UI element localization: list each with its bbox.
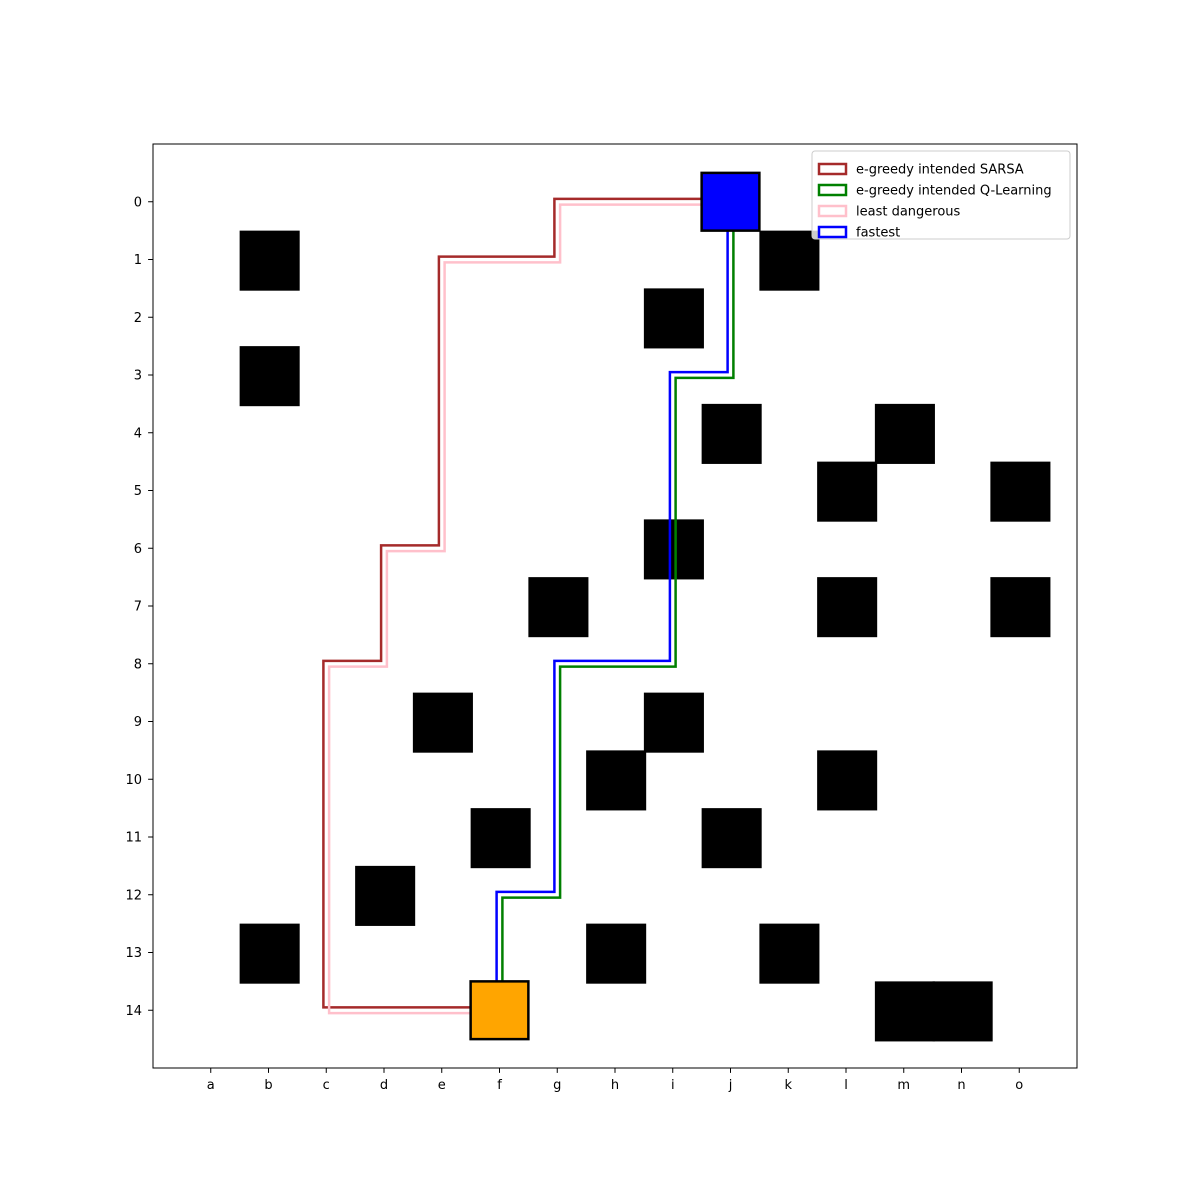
y-tick-label-13: 13	[125, 946, 142, 961]
y-tick-label-8: 8	[134, 657, 142, 672]
legend-swatch-0	[817, 162, 848, 176]
obstacle-cell-1	[759, 230, 820, 291]
obstacle-cell-2	[643, 288, 704, 349]
x-tick-label-h: h	[611, 1078, 619, 1093]
y-tick-label-9: 9	[134, 715, 142, 730]
legend-swatch-2	[817, 204, 848, 218]
obstacles-layer	[239, 230, 1051, 1042]
obstacle-cell-18	[355, 865, 416, 926]
y-tick-label-14: 14	[125, 1004, 142, 1019]
legend-label-3: fastest	[856, 226, 900, 241]
obstacle-cell-10	[817, 577, 878, 638]
obstacle-cell-14	[586, 750, 647, 811]
legend: e-greedy intended SARSA e-greedy intended…	[811, 150, 1071, 241]
x-tick-label-d: d	[380, 1078, 388, 1093]
obstacle-cell-16	[470, 808, 531, 869]
x-tick-label-f: f	[497, 1078, 502, 1093]
x-tick-label-a: a	[207, 1078, 215, 1093]
plot-area	[152, 143, 1078, 1069]
x-tick-label-c: c	[323, 1078, 330, 1093]
obstacle-cell-7	[990, 461, 1051, 522]
markers-layer	[469, 171, 761, 1041]
paths-layer	[322, 197, 735, 1015]
legend-swatch-3	[817, 225, 848, 239]
x-tick-label-j: j	[728, 1078, 733, 1093]
legend-label-0: e-greedy intended SARSA	[856, 163, 1024, 178]
obstacle-cell-11	[990, 577, 1051, 638]
obstacle-cell-19	[239, 923, 300, 984]
obstacle-cell-21	[759, 923, 820, 984]
obstacle-cell-9	[528, 577, 589, 638]
legend-label-2: least dangerous	[856, 205, 961, 220]
x-tick-label-m: m	[897, 1078, 910, 1093]
y-tick-label-11: 11	[125, 831, 142, 846]
obstacle-cell-5	[874, 403, 935, 464]
series-line-3	[495, 198, 729, 1008]
x-tick-label-e: e	[438, 1078, 446, 1093]
obstacle-cell-0	[239, 230, 300, 291]
y-tick-label-5: 5	[134, 484, 142, 499]
x-tick-label-b: b	[264, 1078, 272, 1093]
y-tick-label-6: 6	[134, 542, 142, 557]
y-tick-label-7: 7	[134, 600, 142, 615]
series-line-0	[322, 197, 728, 1009]
x-tick-label-o: o	[1015, 1078, 1023, 1093]
obstacle-cell-12	[412, 692, 473, 753]
obstacle-cell-20	[586, 923, 647, 984]
obstacle-cell-13	[643, 692, 704, 753]
x-tick-label-g: g	[553, 1078, 561, 1093]
y-tick-label-3: 3	[134, 369, 142, 384]
x-axis: a b c d e f g h i j k l m n o	[207, 1068, 1023, 1093]
obstacle-cell-23	[932, 981, 993, 1042]
y-tick-label-0: 0	[134, 195, 142, 210]
x-tick-label-l: l	[844, 1078, 848, 1093]
legend-swatch-1	[817, 183, 848, 197]
legend-box	[811, 150, 1071, 240]
y-tick-label-2: 2	[134, 311, 142, 326]
obstacle-cell-22	[874, 981, 935, 1042]
obstacle-cell-3	[239, 346, 300, 407]
obstacle-cell-6	[817, 461, 878, 522]
y-tick-label-4: 4	[134, 426, 142, 441]
y-tick-label-10: 10	[125, 773, 142, 788]
obstacle-cell-15	[817, 750, 878, 811]
start-marker	[700, 171, 761, 232]
legend-label-1: e-greedy intended Q-Learning	[856, 184, 1052, 199]
obstacle-cell-17	[701, 808, 762, 869]
obstacle-cell-8	[643, 519, 704, 580]
x-tick-label-i: i	[671, 1078, 675, 1093]
series-line-2	[327, 203, 734, 1015]
goal-marker	[469, 980, 530, 1041]
x-tick-label-k: k	[784, 1078, 792, 1093]
y-tick-label-12: 12	[125, 888, 142, 903]
x-tick-label-n: n	[957, 1078, 965, 1093]
series-line-1	[501, 204, 735, 1014]
y-tick-label-1: 1	[134, 253, 142, 268]
obstacle-cell-4	[701, 403, 762, 464]
axes-background	[153, 144, 1077, 1068]
